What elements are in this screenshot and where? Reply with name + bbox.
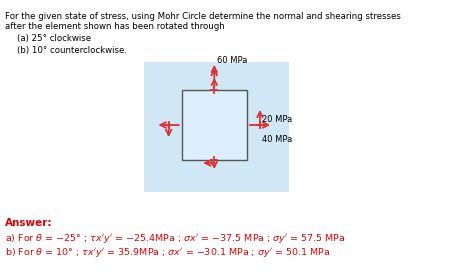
Text: after the element shown has been rotated through: after the element shown has been rotated…: [5, 22, 224, 31]
Text: 40 MPa: 40 MPa: [262, 134, 292, 144]
Text: a) For $\theta$ = $-$25° ; $\tau x'y'$ = $-$25.4MPa ; $\sigma x'$ = $-$37.5 MPa : a) For $\theta$ = $-$25° ; $\tau x'y'$ =…: [5, 232, 345, 245]
FancyBboxPatch shape: [145, 62, 289, 192]
Text: b) For $\theta$ = 10° ; $\tau x'y'$ = 35.9MPa ; $\sigma x'$ = $-$30.1 MPa ; $\si: b) For $\theta$ = 10° ; $\tau x'y'$ = 35…: [5, 246, 330, 259]
Text: 20 MPa: 20 MPa: [262, 116, 292, 125]
Text: Answer:: Answer:: [5, 218, 52, 228]
Text: For the given state of stress, using Mohr Circle determine the normal and sheari: For the given state of stress, using Moh…: [5, 12, 401, 21]
Text: (b) 10° counterclockwise.: (b) 10° counterclockwise.: [17, 46, 127, 55]
Text: 60 MPa: 60 MPa: [217, 56, 247, 65]
Text: (a) 25° clockwise: (a) 25° clockwise: [17, 34, 91, 43]
Bar: [182, 90, 247, 160]
